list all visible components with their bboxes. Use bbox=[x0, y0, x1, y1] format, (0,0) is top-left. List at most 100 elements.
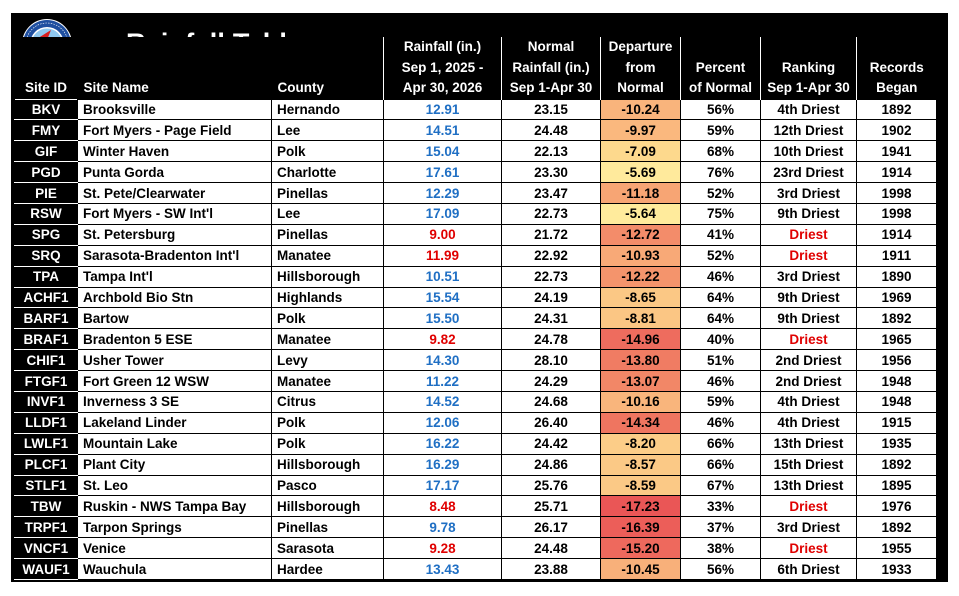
ranking-cell: 13th Driest bbox=[760, 432, 857, 455]
site-name-cell: Bradenton 5 ESE bbox=[77, 328, 272, 351]
rainfall-cell: 9.00 bbox=[383, 223, 502, 246]
site-id-cell: BRAF1 bbox=[14, 328, 78, 351]
percent-of-normal-cell: 41% bbox=[680, 223, 761, 246]
normal-rainfall-cell: 25.71 bbox=[501, 495, 601, 518]
rainfall-cell: 14.52 bbox=[383, 390, 502, 413]
rainfall-cell: 15.54 bbox=[383, 286, 502, 309]
table-row: INVF1 Inverness 3 SE Citrus 14.52 24.68 -10.1… bbox=[14, 390, 937, 413]
normal-rainfall-cell: 21.72 bbox=[501, 223, 601, 246]
header-rainfall: Rainfall (in.) Sep 1, 2025 - Apr 30, 2026 bbox=[383, 37, 502, 99]
percent-of-normal-cell: 37% bbox=[680, 516, 761, 539]
percent-of-normal-cell: 46% bbox=[680, 411, 761, 434]
site-id-cell: INVF1 bbox=[14, 390, 78, 413]
rainfall-table: Site ID Site Name County Rainfall (in.) S… bbox=[14, 37, 937, 580]
records-began-cell: 1892 bbox=[856, 98, 937, 121]
normal-rainfall-cell: 22.73 bbox=[501, 202, 601, 225]
ranking-cell: Driest bbox=[760, 244, 857, 267]
ranking-cell: 4th Driest bbox=[760, 98, 857, 121]
county-cell: Hillsborough bbox=[271, 495, 384, 518]
departure-cell: -14.96 bbox=[600, 328, 681, 351]
county-cell: Manatee bbox=[271, 244, 384, 267]
percent-of-normal-cell: 46% bbox=[680, 265, 761, 288]
header-normal: Normal Rainfall (in.) Sep 1-Apr 30 bbox=[501, 37, 601, 99]
rainfall-cell: 11.99 bbox=[383, 244, 502, 267]
site-id-cell: TPA bbox=[14, 265, 78, 288]
normal-rainfall-cell: 23.88 bbox=[501, 558, 601, 580]
site-name-cell: Winter Haven bbox=[77, 140, 272, 163]
site-id-cell: RSW bbox=[14, 202, 78, 225]
table-row: TBW Ruskin - NWS Tampa Bay Hillsborough 8.4… bbox=[14, 495, 937, 518]
table-row: PGD Punta Gorda Charlotte 17.61 23.30 -5.69 76… bbox=[14, 161, 937, 184]
normal-rainfall-cell: 24.48 bbox=[501, 119, 601, 142]
site-id-cell: BKV bbox=[14, 98, 78, 121]
normal-rainfall-cell: 24.68 bbox=[501, 390, 601, 413]
table-row: GIF Winter Haven Polk 15.04 22.13 -7.09 68% 10t… bbox=[14, 140, 937, 163]
records-began-cell: 1933 bbox=[856, 558, 937, 580]
site-name-cell: Archbold Bio Stn bbox=[77, 286, 272, 309]
departure-cell: -10.93 bbox=[600, 244, 681, 267]
site-id-cell: TBW bbox=[14, 495, 78, 518]
percent-of-normal-cell: 52% bbox=[680, 244, 761, 267]
rainfall-cell: 8.48 bbox=[383, 495, 502, 518]
ranking-cell: 9th Driest bbox=[760, 202, 857, 225]
site-name-cell: Brooksville bbox=[77, 98, 272, 121]
rainfall-cell: 9.78 bbox=[383, 516, 502, 539]
site-name-cell: Fort Green 12 WSW bbox=[77, 370, 272, 392]
percent-of-normal-cell: 40% bbox=[680, 328, 761, 351]
percent-of-normal-cell: 59% bbox=[680, 390, 761, 413]
site-id-cell: CHIF1 bbox=[14, 349, 78, 372]
county-cell: Polk bbox=[271, 140, 384, 163]
departure-cell: -7.09 bbox=[600, 140, 681, 163]
percent-of-normal-cell: 66% bbox=[680, 453, 761, 476]
site-name-cell: Lakeland Linder bbox=[77, 411, 272, 434]
records-began-cell: 1998 bbox=[856, 182, 937, 204]
records-began-cell: 1895 bbox=[856, 474, 937, 497]
table-row: WAUF1 Wauchula Hardee 13.43 23.88 -10.45 56% 6t… bbox=[14, 558, 937, 580]
header-site-id: Site ID bbox=[14, 37, 78, 99]
rainfall-cell: 15.04 bbox=[383, 140, 502, 163]
ranking-cell: 4th Driest bbox=[760, 390, 857, 413]
site-id-cell: BARF1 bbox=[14, 307, 78, 330]
site-id-cell: SPG bbox=[14, 223, 78, 246]
header-ranking: Ranking Sep 1-Apr 30 bbox=[760, 37, 857, 99]
table-row: TRPF1 Tarpon Springs Pinellas 9.78 26.17 -16.… bbox=[14, 516, 937, 539]
departure-cell: -15.20 bbox=[600, 537, 681, 560]
ranking-cell: 4th Driest bbox=[760, 411, 857, 434]
header-row: Site ID Site Name County Rainfall (in.) S… bbox=[14, 37, 937, 99]
table-row: FMY Fort Myers - Page Field Lee 14.51 24.48-… bbox=[14, 119, 937, 142]
records-began-cell: 1941 bbox=[856, 140, 937, 163]
site-id-cell: STLF1 bbox=[14, 474, 78, 497]
site-id-cell: SRQ bbox=[14, 244, 78, 267]
normal-rainfall-cell: 24.42 bbox=[501, 432, 601, 455]
records-began-cell: 1902 bbox=[856, 119, 937, 142]
records-began-cell: 1935 bbox=[856, 432, 937, 455]
normal-rainfall-cell: 28.10 bbox=[501, 349, 601, 372]
ranking-cell: 12th Driest bbox=[760, 119, 857, 142]
rainfall-cell: 17.09 bbox=[383, 202, 502, 225]
header-records: Records Began bbox=[856, 37, 937, 99]
site-id-cell: GIF bbox=[14, 140, 78, 163]
table-row: LWLF1 Mountain Lake Polk 16.22 24.42 -8.20 66%… bbox=[14, 432, 937, 455]
records-began-cell: 1965 bbox=[856, 328, 937, 351]
normal-rainfall-cell: 22.13 bbox=[501, 140, 601, 163]
table-row: PLCF1 Plant City Hillsborough 16.29 24.86 -8.… bbox=[14, 453, 937, 476]
records-began-cell: 1948 bbox=[856, 390, 937, 413]
county-cell: Polk bbox=[271, 411, 384, 434]
ranking-cell: 10th Driest bbox=[760, 140, 857, 163]
departure-cell: -8.65 bbox=[600, 286, 681, 309]
site-name-cell: Ruskin - NWS Tampa Bay bbox=[77, 495, 272, 518]
county-cell: Hernando bbox=[271, 98, 384, 121]
ranking-cell: 9th Driest bbox=[760, 286, 857, 309]
table-row: SRQ Sarasota-Bradenton Int'l Manatee 11.99 2… bbox=[14, 244, 937, 267]
county-cell: Hillsborough bbox=[271, 265, 384, 288]
departure-cell: -9.97 bbox=[600, 119, 681, 142]
county-cell: Lee bbox=[271, 202, 384, 225]
county-cell: Pinellas bbox=[271, 182, 384, 204]
ranking-cell: 2nd Driest bbox=[760, 370, 857, 392]
table-row: BKV Brooksville Hernando 12.91 23.15 -10.24 56… bbox=[14, 98, 937, 121]
departure-cell: -14.34 bbox=[600, 411, 681, 434]
ranking-cell: 13th Driest bbox=[760, 474, 857, 497]
records-began-cell: 1892 bbox=[856, 307, 937, 330]
ranking-cell: 23rd Driest bbox=[760, 161, 857, 184]
records-began-cell: 1892 bbox=[856, 516, 937, 539]
